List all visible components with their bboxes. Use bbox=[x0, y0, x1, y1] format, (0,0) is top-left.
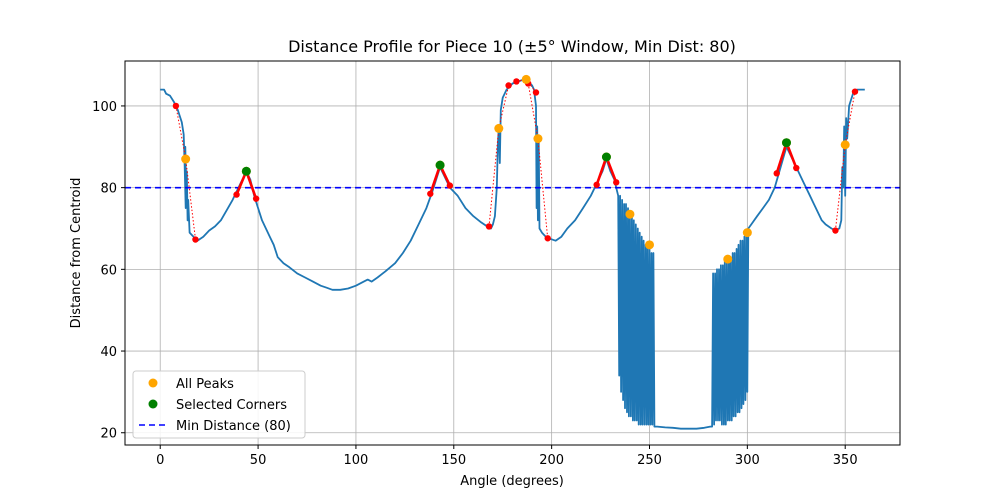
legend-marker bbox=[148, 399, 158, 409]
legend-marker bbox=[148, 378, 158, 388]
legend-label: Min Distance (80) bbox=[176, 419, 291, 434]
window-point bbox=[793, 164, 800, 172]
peak-point bbox=[181, 154, 191, 164]
window-point bbox=[532, 89, 540, 96]
window-point bbox=[773, 170, 780, 177]
window-point bbox=[851, 88, 859, 95]
peak-window-segment bbox=[527, 83, 549, 239]
x-tick-label: 50 bbox=[250, 453, 267, 468]
peak-point bbox=[742, 228, 752, 238]
window-point bbox=[544, 235, 551, 242]
x-axis: 0 50 100 150 200 250 300 350 bbox=[156, 445, 858, 468]
legend-box bbox=[132, 370, 306, 439]
window-point bbox=[513, 78, 520, 85]
legend-label: All Peaks bbox=[176, 377, 234, 392]
peak-point bbox=[723, 254, 733, 264]
peak-point bbox=[494, 123, 504, 133]
x-tick-label: 100 bbox=[344, 453, 369, 468]
legend-label: Selected Corners bbox=[176, 398, 287, 413]
window-point bbox=[485, 223, 493, 230]
profile-line bbox=[160, 78, 865, 430]
y-tick-label: 100 bbox=[92, 100, 117, 115]
y-tick-label: 80 bbox=[100, 182, 117, 197]
window-point bbox=[192, 236, 199, 243]
window-point bbox=[172, 102, 180, 110]
markers-layer bbox=[172, 74, 859, 264]
window-point bbox=[593, 181, 600, 188]
window-point bbox=[427, 190, 434, 197]
y-tick-label: 60 bbox=[100, 263, 117, 278]
peak-point bbox=[625, 209, 635, 219]
peak-point bbox=[644, 240, 654, 250]
legend: All Peaks Selected Corners Min Distance (8… bbox=[132, 370, 306, 439]
peak-point bbox=[840, 140, 850, 150]
y-tick-label: 20 bbox=[100, 427, 117, 442]
x-axis-label: Angle (degrees) bbox=[460, 474, 564, 489]
series-layer bbox=[125, 78, 900, 430]
y-axis: 20 40 60 80 100 bbox=[92, 100, 125, 442]
peak-point bbox=[521, 74, 531, 84]
selected-corner-point bbox=[781, 138, 791, 148]
window-point bbox=[505, 82, 512, 89]
window-point bbox=[252, 195, 260, 202]
plot-frame bbox=[124, 60, 901, 446]
selected-corner-point bbox=[601, 152, 611, 162]
x-tick-label: 250 bbox=[637, 453, 662, 468]
chart-title: Distance Profile for Piece 10 (±5° Windo… bbox=[288, 37, 736, 56]
y-tick-label: 40 bbox=[100, 345, 117, 360]
peak-point bbox=[533, 134, 543, 144]
window-point bbox=[832, 227, 839, 234]
x-tick-label: 150 bbox=[441, 453, 466, 468]
y-axis-label: Distance from Centroid bbox=[69, 178, 84, 329]
window-point bbox=[613, 179, 620, 186]
x-tick-label: 0 bbox=[156, 453, 164, 468]
x-tick-label: 300 bbox=[735, 453, 760, 468]
selected-corner-point bbox=[241, 166, 251, 176]
selected-corner-point bbox=[435, 160, 445, 170]
x-tick-label: 200 bbox=[539, 453, 564, 468]
x-tick-label: 350 bbox=[833, 453, 858, 468]
peak-window-segment bbox=[834, 91, 856, 231]
window-point bbox=[446, 182, 454, 189]
window-point bbox=[233, 191, 240, 198]
